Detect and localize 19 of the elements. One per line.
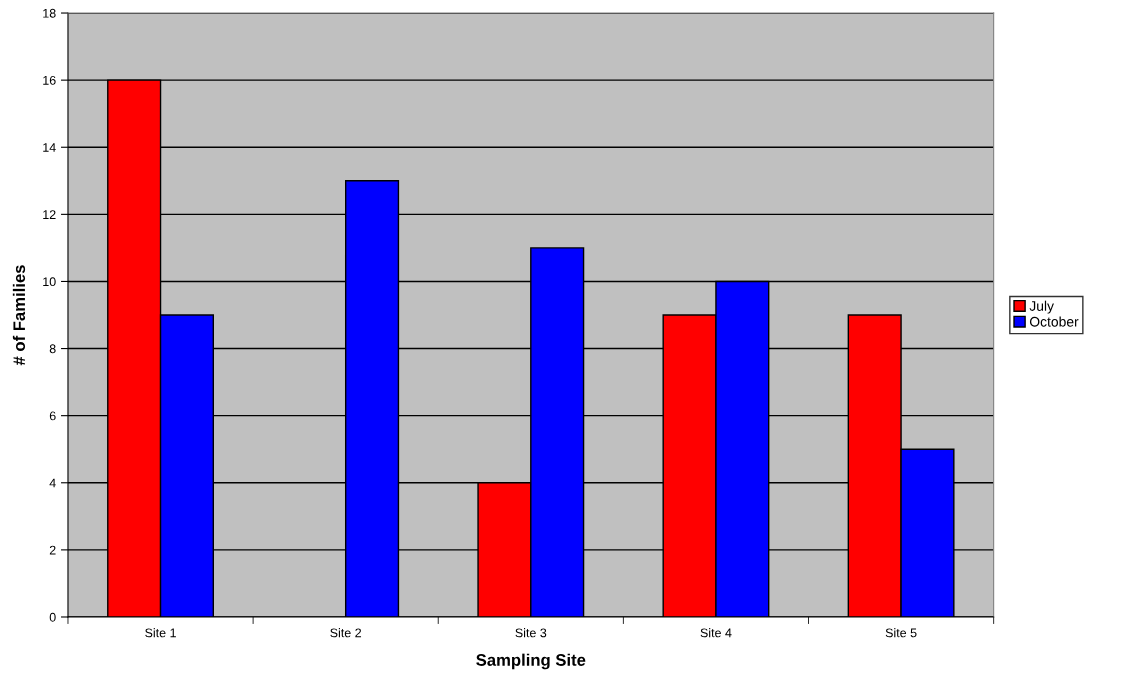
y-tick-label: 6 (49, 411, 56, 421)
legend-label: October (1029, 316, 1079, 327)
x-tick-label: Site 5 (885, 628, 917, 638)
y-tick-label: 16 (43, 75, 56, 85)
y-tick-label: 12 (43, 210, 56, 219)
x-axis-title: Sampling Site (476, 653, 586, 670)
y-tick-label: 8 (49, 344, 56, 354)
y-axis-title: # of Families (12, 265, 26, 366)
y-tick-label: 4 (49, 478, 56, 488)
y-tick-label: 18 (43, 8, 56, 18)
x-tick-label: Site 4 (700, 628, 732, 638)
y-tick-label: 0 (49, 612, 56, 622)
y-tick-label: 14 (43, 143, 56, 152)
x-tick-label: Site 3 (515, 628, 547, 638)
legend-label: July (1029, 300, 1054, 314)
x-tick-label: Site 2 (330, 628, 362, 638)
x-tick-label: Site 1 (145, 628, 176, 638)
y-tick-label: 2 (49, 545, 56, 555)
y-tick-label: 10 (43, 277, 56, 287)
